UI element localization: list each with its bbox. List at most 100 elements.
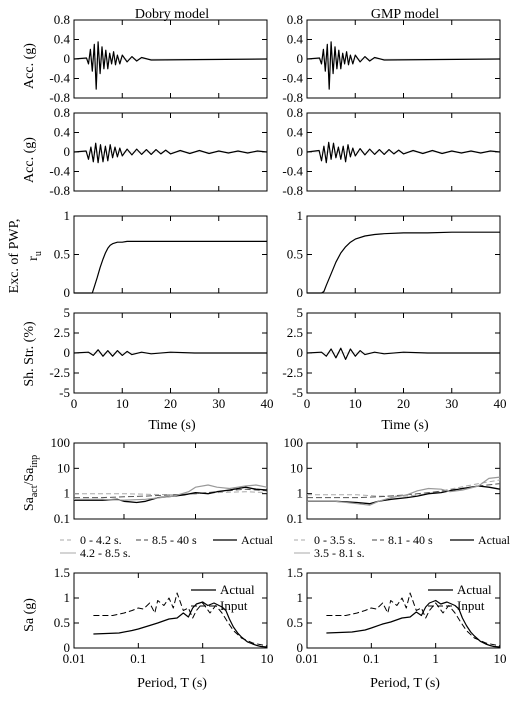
sa-dobry-xtick-label: 0.1: [130, 651, 146, 666]
strain-dobry-ytick-label: -2.5: [49, 365, 70, 380]
pwp-dobry-series-0: [74, 240, 267, 294]
xlabel-period-right: Period, T (s): [370, 676, 440, 691]
strain-dobry-ytick-label: 5: [64, 305, 71, 320]
xlabel-period-left: Period, T (s): [137, 676, 207, 691]
sa-dobry-series-1: [93, 592, 268, 647]
ylabel-ratio-sub2: inp: [29, 455, 40, 468]
strain-dobry-xtick-label: 40: [261, 396, 274, 411]
ratio-gmp-ytick-label: 1: [297, 486, 304, 501]
xlabel-time-right: Time (s): [381, 418, 429, 433]
acc-input-gmp-series-0: [306, 41, 501, 90]
ylabel-ratio: Saact/Sainp: [22, 455, 40, 511]
ratio-gmp-frame: [306, 442, 501, 520]
strain-gmp-xtick-label: 10: [349, 396, 362, 411]
acc-input-dobry-series-0: [73, 41, 268, 90]
legend-sa-gmp: Actual Input: [428, 582, 492, 613]
pwp-gmp-frame: [306, 215, 501, 294]
acc-input-dobry-ytick-label: 0.4: [54, 32, 71, 47]
sa-gmp-ytick-label: 1: [297, 590, 304, 605]
legend-label-actual: Actual: [478, 533, 511, 547]
sa-gmp-ytick-label: 1.5: [287, 565, 303, 580]
ratio-gmp-series-3: [307, 476, 501, 506]
acc-input-gmp-ytick-label: 0: [297, 51, 304, 66]
xlabel-time-left: Time (s): [148, 418, 196, 433]
sa-dobry-frame: [73, 572, 268, 649]
acc-surface-dobry-series-0: [73, 142, 268, 164]
sa-dobry-xtick-label: 10: [261, 651, 274, 666]
sa-dobry-xtick-label: 0.01: [63, 651, 86, 666]
acc-surface-dobry-ytick-label: -0.4: [49, 164, 70, 179]
acc-surface-dobry-ytick-label: 0: [64, 144, 71, 159]
acc-input-gmp-ytick-label: 0.8: [287, 12, 303, 27]
strain-dobry-xtick-label: 0: [71, 396, 78, 411]
title-gmp-model: GMP model: [371, 7, 439, 22]
acc-surface-gmp-ytick-label: -0.4: [282, 164, 303, 179]
acc-surface-gmp-ytick-label: 0.4: [287, 125, 304, 140]
strain-gmp-ytick-label: -5: [292, 385, 303, 400]
ratio-gmp-ytick-label: 100: [284, 435, 304, 450]
legend-label-actual: Actual: [220, 582, 255, 597]
acc-input-gmp-ytick-label: 0.4: [287, 32, 304, 47]
ylabel-pwp-ru-sub: u: [33, 251, 44, 256]
ratio-dobry-ytick-label: 100: [51, 435, 71, 450]
acc-surface-dobry-ytick-label: -0.8: [49, 183, 70, 198]
strain-gmp-series-0: [306, 347, 500, 360]
sa-dobry-ytick-label: 0: [64, 640, 71, 655]
ratio-gmp-series-0: [307, 479, 501, 497]
acc-surface-gmp-ytick-label: -0.8: [282, 183, 303, 198]
acc-surface-gmp-ytick-label: 0: [297, 144, 304, 159]
ylabel-sa: Sa (g): [22, 598, 37, 632]
acc-surface-dobry-ytick-label: 0.8: [54, 105, 70, 120]
strain-dobry-series-0: [73, 349, 267, 357]
sa-gmp-ytick-label: 0: [297, 640, 304, 655]
legend-label-input: Input: [457, 598, 485, 613]
sa-gmp-series-1: [326, 592, 501, 647]
ylabel-pwp-ru: ru: [26, 251, 44, 261]
sa-gmp-xtick-label: 0.01: [296, 651, 319, 666]
sa-gmp-series-0: [326, 599, 501, 648]
acc-surface-gmp-ytick-label: 0.8: [287, 105, 303, 120]
sa-dobry-ytick-label: 1: [64, 590, 71, 605]
sa-gmp-xtick-label: 1: [432, 651, 439, 666]
legend-label-early: 0 - 4.2 s.: [80, 533, 122, 547]
strain-dobry-xtick-label: 20: [164, 396, 177, 411]
strain-gmp-xtick-label: 30: [445, 396, 458, 411]
ratio-dobry-ytick-label: 10: [57, 460, 70, 475]
acc-surface-gmp-series-0: [306, 141, 501, 164]
ratio-dobry-series-1: [74, 488, 268, 499]
legend-label-strong: 4.2 - 8.5 s.: [80, 546, 131, 560]
title-dobry-model: Dobry model: [135, 7, 209, 22]
ratio-gmp-ytick-label: 0.1: [287, 511, 303, 526]
legend-label-early: 0 - 3.5 s.: [314, 533, 356, 547]
ratio-dobry-frame: [73, 442, 268, 520]
acc-input-dobry-ytick-label: 0.8: [54, 12, 70, 27]
sa-dobry-ytick-label: 0.5: [54, 615, 70, 630]
ylabel-pwp: Exc. of PWP,: [7, 219, 22, 294]
pwp-dobry-ytick-label: 1: [64, 208, 71, 223]
sa-gmp-frame: [306, 572, 501, 649]
strain-dobry-xtick-label: 30: [212, 396, 225, 411]
sa-gmp-xtick-label: 10: [494, 651, 507, 666]
pwp-gmp-ytick-label: 0: [297, 285, 304, 300]
sa-gmp-xtick-label: 0.1: [363, 651, 379, 666]
ratio-dobry-series-3: [74, 484, 268, 501]
acc-input-dobry-ytick-label: -0.4: [49, 71, 70, 86]
strain-gmp-xtick-label: 40: [494, 396, 507, 411]
strain-dobry-ytick-label: 0: [64, 345, 71, 360]
legend-label-late: 8.5 - 40 s: [152, 533, 197, 547]
acc-surface-dobry-ytick-label: 0.4: [54, 125, 71, 140]
strain-dobry-ytick-label: 2.5: [54, 325, 70, 340]
ylabel-ratio-sub1: act: [29, 485, 40, 497]
acc-input-gmp-ytick-label: -0.4: [282, 71, 303, 86]
legend-label-actual: Actual: [457, 582, 492, 597]
legend-sa-dobry: Actual Input: [191, 582, 255, 613]
legend-label-late: 8.1 - 40 s: [388, 533, 433, 547]
strain-dobry-xtick-label: 10: [116, 396, 129, 411]
legend-label-input: Input: [220, 598, 248, 613]
strain-dobry-ytick-label: -5: [59, 385, 70, 400]
pwp-dobry-ytick-label: 0: [64, 285, 71, 300]
ratio-gmp-ytick-label: 10: [290, 460, 303, 475]
ratio-dobry-series-0: [74, 491, 268, 496]
legend-label-actual: Actual: [241, 533, 274, 547]
